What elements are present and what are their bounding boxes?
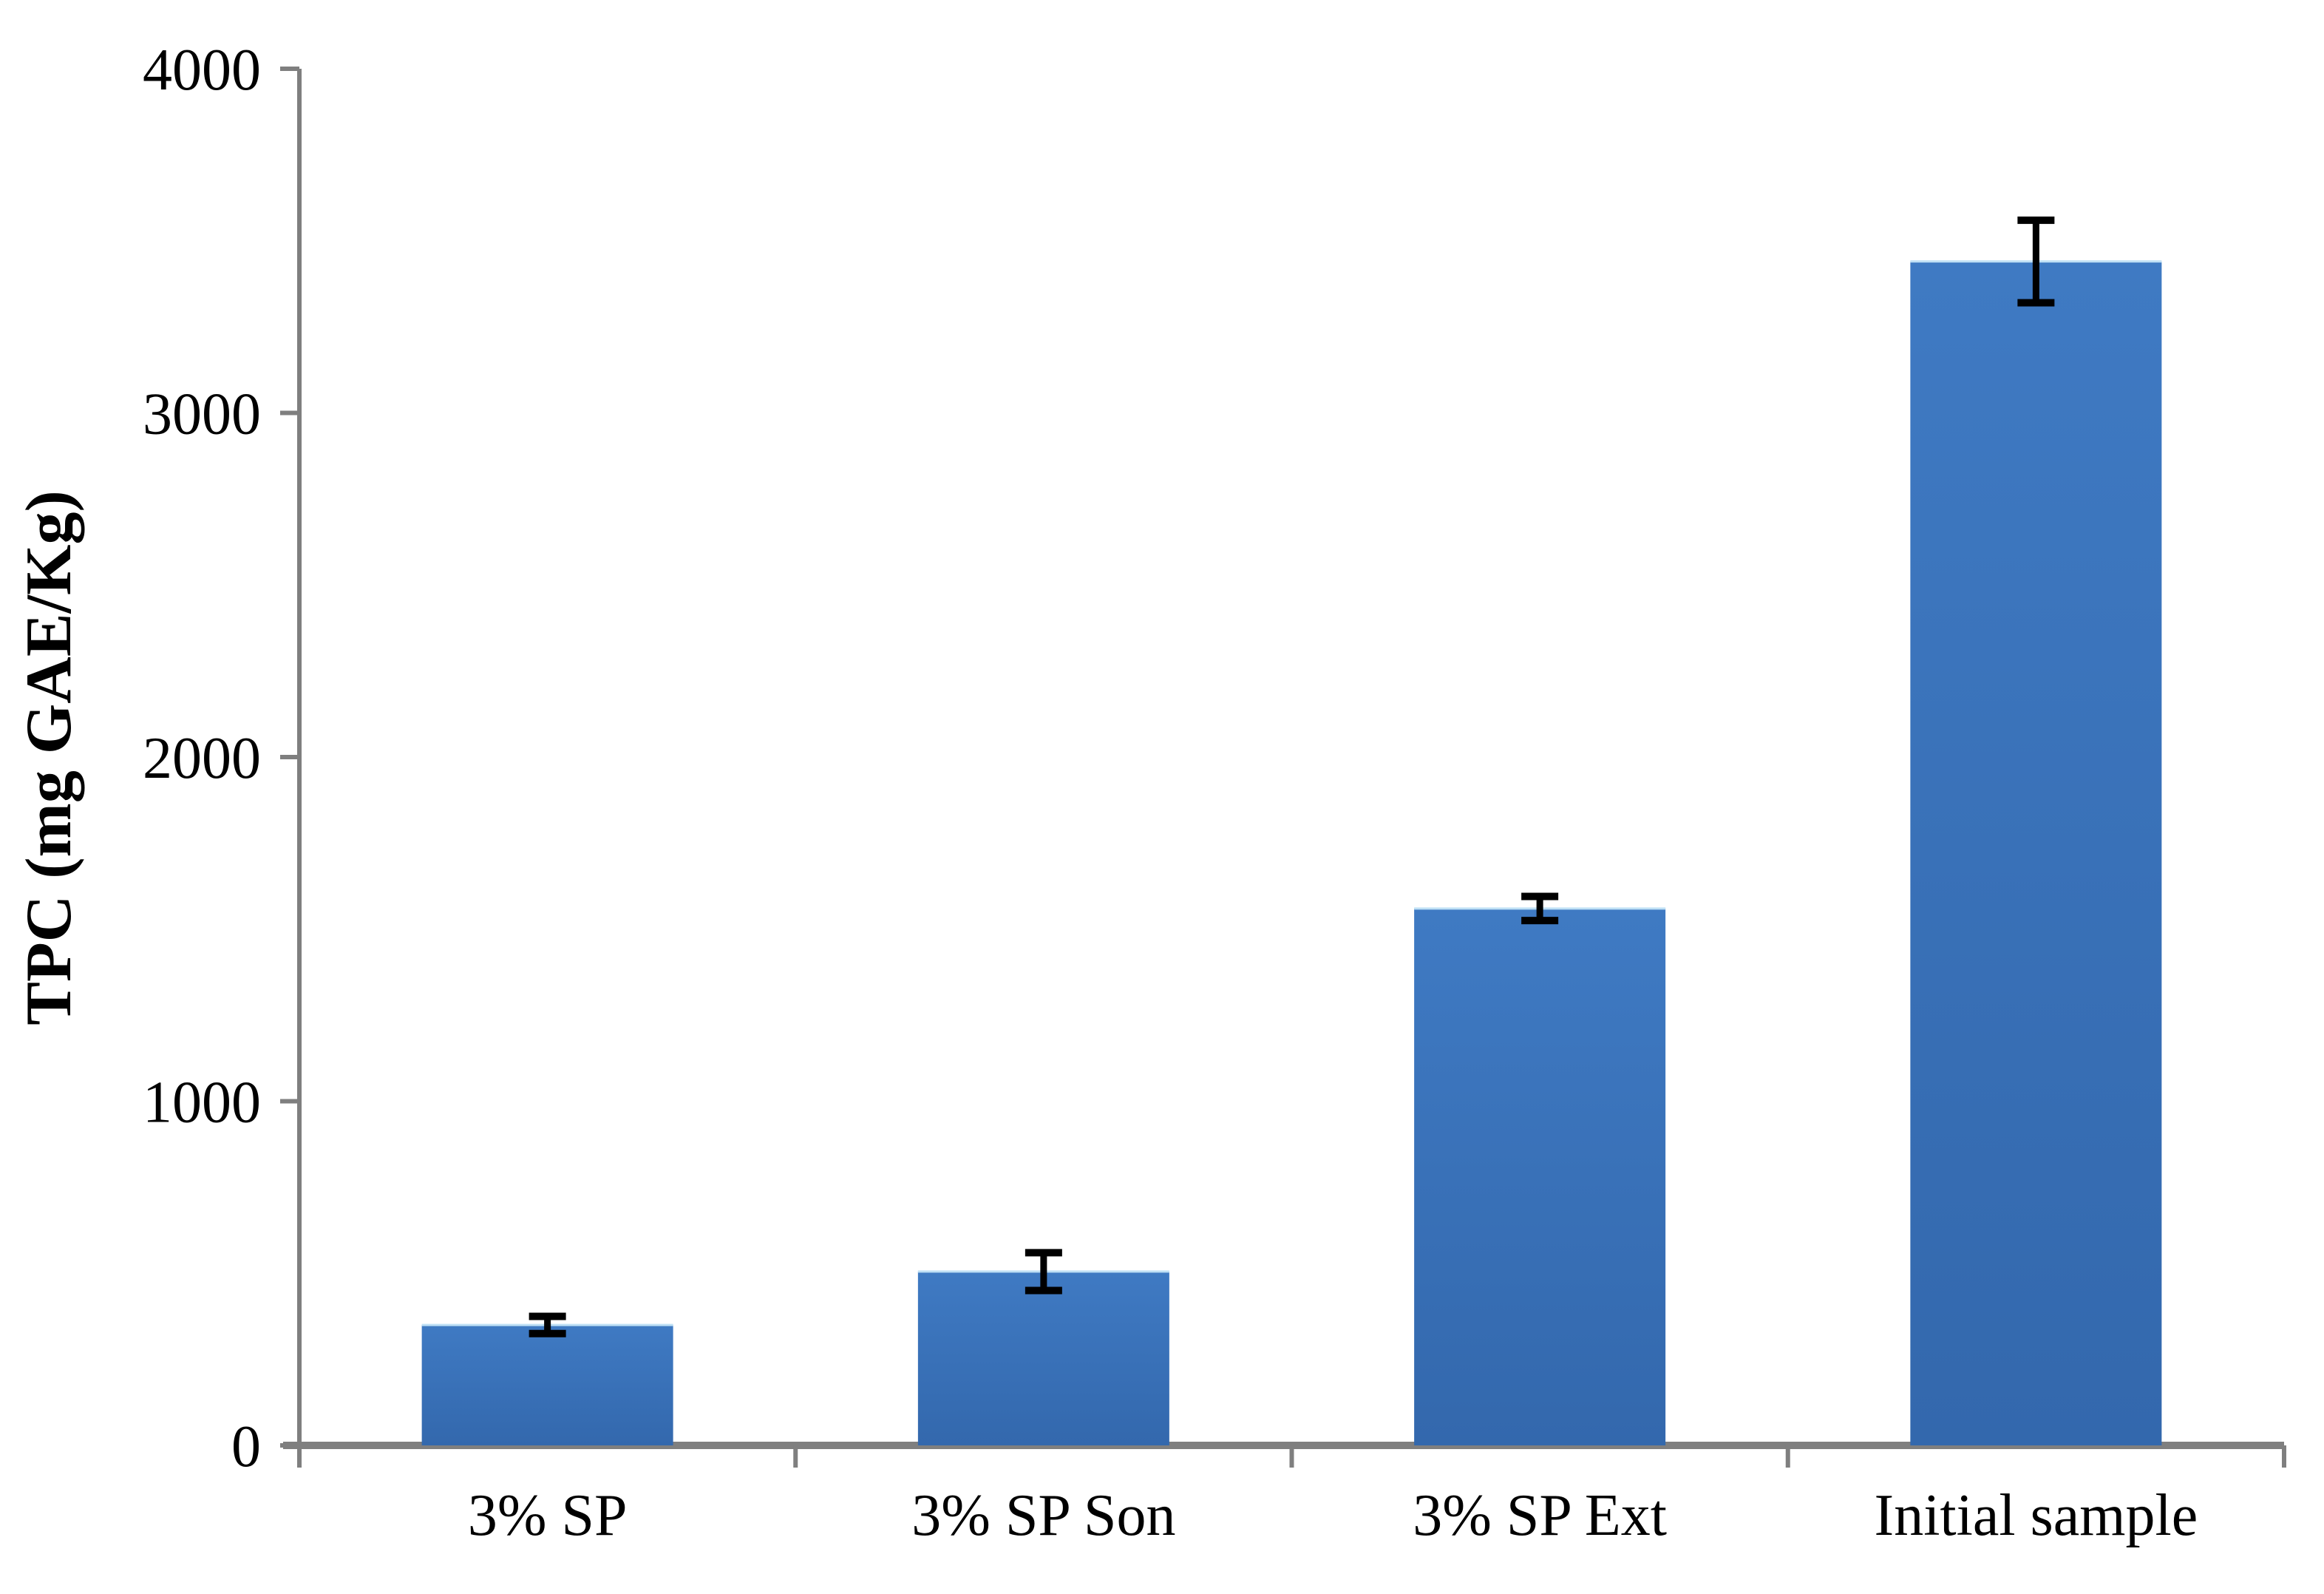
bar	[421, 1325, 673, 1445]
bar	[1910, 261, 2162, 1446]
y-tick-label: 1000	[143, 1071, 261, 1136]
x-category-label: 3% SP Son	[911, 1483, 1175, 1548]
y-tick-label: 0	[231, 1414, 261, 1479]
error-bars-group	[529, 216, 2055, 1337]
labels-group: 0 1000 2000 3000 4000 3% SP 3% SP Son 3% SP Ext…	[143, 38, 2198, 1548]
bars-group	[421, 260, 2162, 1446]
x-category-label: Initial sample	[1875, 1483, 2198, 1548]
y-tick-label: 2000	[143, 726, 261, 791]
y-axis-title: TPC (mg GAE/Kg)	[13, 490, 85, 1025]
y-tick-label: 4000	[143, 38, 261, 103]
y-tick-label: 3000	[143, 382, 261, 447]
x-category-label: 3% SP Ext	[1413, 1483, 1667, 1548]
bar	[1414, 908, 1666, 1445]
bar	[917, 1271, 1169, 1445]
x-category-label: 3% SP	[468, 1483, 628, 1548]
